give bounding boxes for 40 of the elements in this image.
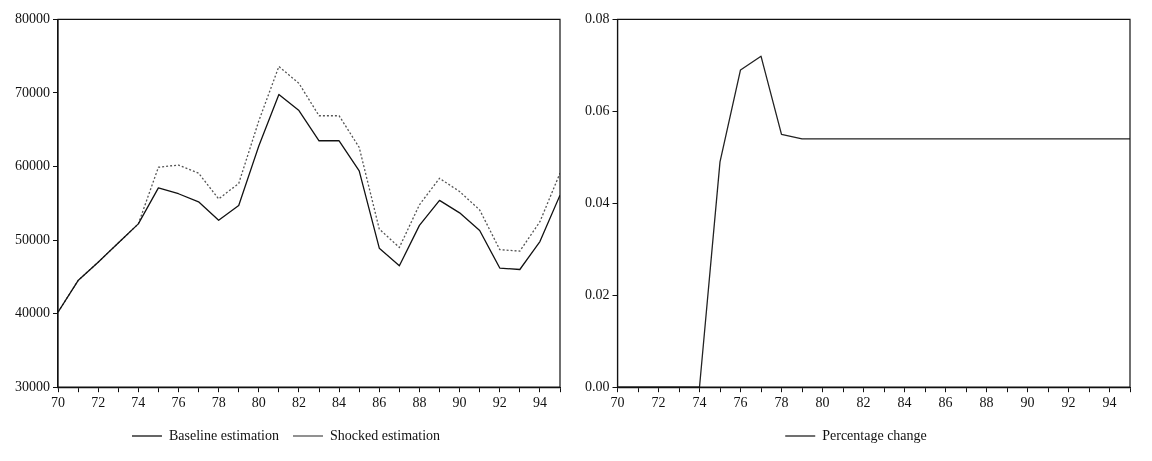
x-tick-label: 76 [171, 395, 186, 411]
legend-label: Percentage change [822, 427, 927, 443]
x-tick-label: 78 [211, 395, 226, 411]
x-tick-label: 78 [774, 395, 789, 411]
x-tick-label: 88 [979, 395, 994, 411]
y-tick-label: 40000 [15, 305, 50, 321]
x-tick-label: 80 [251, 395, 266, 411]
legend-label: Baseline estimation [168, 427, 279, 443]
x-tick-label: 90 [1020, 395, 1035, 411]
x-tick-label: 74 [692, 395, 707, 411]
x-tick-label: 94 [1102, 395, 1117, 411]
legend-label: Shocked estimation [330, 427, 441, 443]
y-tick-label: 0.02 [585, 286, 610, 302]
y-tick-label: 30000 [15, 378, 50, 394]
y-tick-label: 80000 [15, 11, 50, 27]
x-tick-label: 70 [51, 395, 65, 411]
x-tick-label: 72 [651, 395, 666, 411]
x-tick-label: 86 [372, 395, 387, 411]
y-tick-label: 0.00 [585, 378, 610, 394]
x-tick-label: 86 [938, 395, 953, 411]
x-tick-label: 74 [131, 395, 146, 411]
x-tick-label: 94 [532, 395, 547, 411]
y-tick-label: 50000 [15, 231, 50, 247]
x-tick-label: 84 [897, 395, 912, 411]
y-tick-label: 60000 [15, 158, 50, 174]
x-tick-label: 72 [91, 395, 106, 411]
x-tick-label: 80 [815, 395, 830, 411]
y-tick-label: 70000 [15, 84, 50, 100]
x-tick-label: 82 [856, 395, 871, 411]
y-tick-label: 0.06 [585, 103, 610, 119]
x-tick-label: 92 [492, 395, 507, 411]
x-tick-label: 90 [452, 395, 467, 411]
x-tick-label: 92 [1061, 395, 1076, 411]
x-tick-label: 82 [291, 395, 306, 411]
y-tick-label: 0.04 [585, 194, 610, 210]
x-tick-label: 84 [332, 395, 347, 411]
x-tick-label: 70 [610, 395, 625, 411]
x-tick-label: 76 [733, 395, 748, 411]
x-tick-label: 88 [412, 395, 427, 411]
y-tick-label: 0.08 [585, 11, 610, 27]
